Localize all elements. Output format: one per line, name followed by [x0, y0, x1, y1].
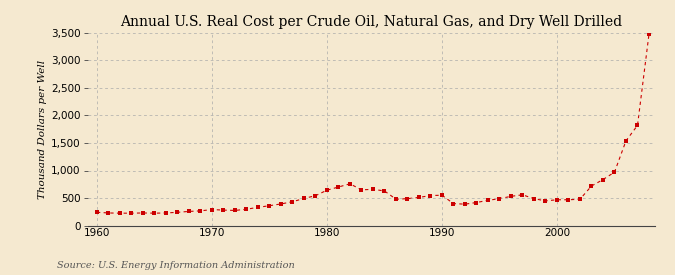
Text: Source: U.S. Energy Information Administration: Source: U.S. Energy Information Administ…: [57, 261, 295, 270]
Title: Annual U.S. Real Cost per Crude Oil, Natural Gas, and Dry Well Drilled: Annual U.S. Real Cost per Crude Oil, Nat…: [120, 15, 622, 29]
Y-axis label: Thousand Dollars per Well: Thousand Dollars per Well: [38, 60, 47, 199]
